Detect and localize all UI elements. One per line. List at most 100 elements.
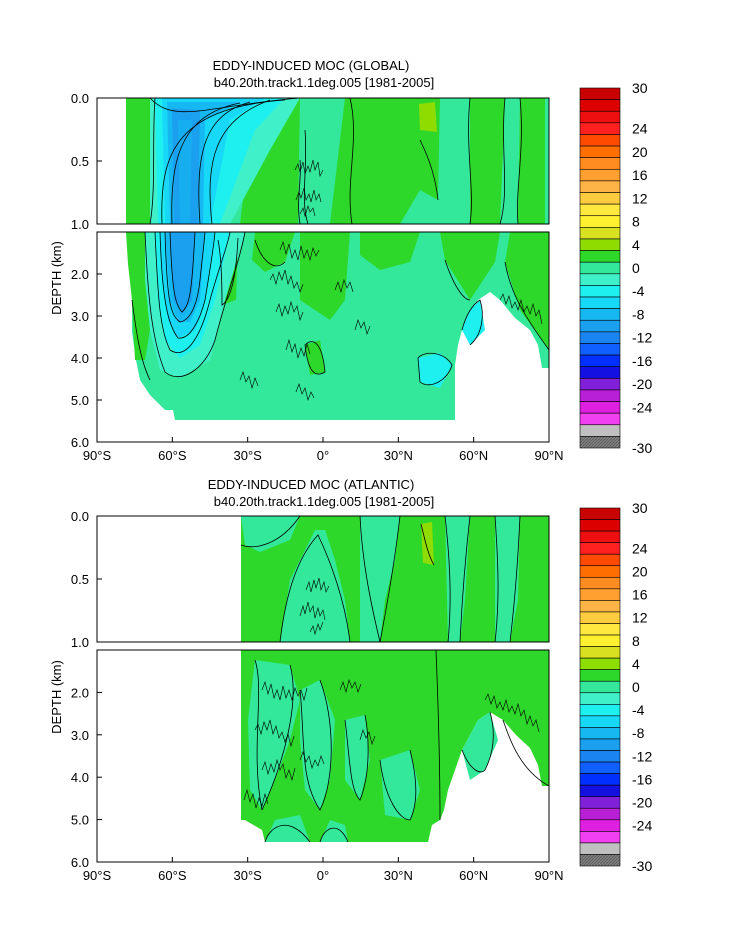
colorbar-swatch	[579, 296, 621, 309]
global-axes: 90°S 60°S 30°S 0° 30°N 60°N 90°N 0.0 0.5 1.0 2.0 3.…	[49, 91, 564, 463]
colorbar-label: 0	[632, 679, 640, 695]
y-tick-label: 0.5	[71, 154, 89, 169]
global-colorbar: 30 24 20 16 12 8 4 0 -4 -8 -12 -16 -20 -24 -30	[579, 80, 652, 456]
colorbar-label: 30	[632, 80, 648, 96]
colorbar-label: 0	[632, 260, 640, 276]
y-tick-label: 0.0	[71, 91, 89, 106]
x-tick-label: 30°S	[233, 448, 262, 463]
colorbar-label: 20	[632, 144, 648, 160]
y-tick-label: 6.0	[71, 855, 89, 870]
colorbar-label: -20	[632, 794, 652, 810]
colorbar-swatch	[579, 110, 621, 124]
colorbar-swatch	[579, 378, 621, 391]
colorbar-swatch	[579, 215, 621, 228]
colorbar-swatch	[579, 354, 621, 368]
x-tick-label: 90°S	[83, 868, 112, 883]
colorbar-label: -24	[632, 399, 652, 415]
y-tick-label: 1.0	[71, 217, 89, 232]
y-axis-label: DEPTH (km)	[49, 241, 64, 315]
colorbar-swatch	[579, 157, 621, 170]
y-axis-label: DEPTH (km)	[49, 660, 64, 734]
colorbar-swatch	[579, 750, 621, 763]
colorbar-swatch	[579, 611, 621, 624]
colorbar-swatch	[579, 819, 621, 832]
x-tick-label: 30°N	[384, 448, 413, 463]
y-tick-label: 1.0	[71, 635, 89, 650]
colorbar-swatch	[579, 507, 621, 520]
y-tick-label: 5.0	[71, 393, 89, 408]
colorbar-swatch	[579, 261, 621, 275]
colorbar-swatch	[579, 600, 621, 613]
atlantic-panel: EDDY-INDUCED MOC (ATLANTIC) b40.20th.tra…	[49, 477, 564, 883]
colorbar-label: 12	[632, 190, 648, 206]
colorbar-label: 12	[632, 610, 648, 626]
colorbar-swatch	[579, 285, 621, 298]
colorbar-label: 16	[632, 587, 648, 603]
colorbar-swatch	[579, 366, 621, 379]
colorbar-label: -24	[632, 818, 652, 834]
y-tick-label: 2.0	[71, 267, 89, 282]
colorbar-swatch	[579, 519, 621, 532]
colorbar-swatch	[579, 238, 621, 251]
colorbar-swatch	[579, 401, 621, 414]
colorbar-swatch	[579, 192, 621, 205]
colorbar-label: -8	[632, 725, 645, 741]
colorbar-swatch	[579, 842, 621, 855]
colorbar-swatch	[579, 203, 621, 217]
colorbar-swatch	[579, 412, 621, 426]
global-lower-plot	[96, 231, 550, 443]
colorbar-swatch	[579, 389, 621, 402]
atlantic-title: EDDY-INDUCED MOC (ATLANTIC)	[208, 477, 415, 492]
colorbar-swatch	[579, 576, 621, 590]
colorbar-swatch	[579, 134, 621, 147]
global-upper-plot	[96, 97, 550, 225]
colorbar-label: -16	[632, 353, 652, 369]
colorbar-swatch	[579, 99, 621, 112]
colorbar-swatch	[579, 831, 621, 844]
atlantic-upper-plot	[96, 515, 550, 643]
x-tick-label: 60°S	[158, 868, 187, 883]
colorbar-swatch	[579, 565, 621, 578]
colorbar-swatch	[579, 180, 621, 193]
atlantic-axes: 90°S 60°S 30°S 0° 30°N 60°N 90°N 0.0 0.5 1.0 2.0 3.…	[49, 509, 564, 883]
colorbar-swatch	[579, 761, 621, 774]
colorbar-swatch	[579, 87, 621, 100]
colorbar-swatch	[579, 343, 621, 356]
y-tick-label: 0.0	[71, 509, 89, 524]
colorbar-swatch	[579, 588, 621, 601]
colorbar-label: -12	[632, 748, 652, 764]
colorbar-swatch	[579, 646, 621, 659]
global-panel: EDDY-INDUCED MOC (GLOBAL) b40.20th.track…	[49, 58, 564, 463]
x-tick-label: 0°	[317, 448, 329, 463]
colorbar-swatch	[579, 542, 621, 555]
colorbar-swatch	[579, 796, 621, 809]
x-tick-label: 90°N	[534, 448, 563, 463]
colorbar-swatch	[579, 680, 621, 694]
colorbar-label: 8	[632, 633, 640, 649]
colorbar-label: -20	[632, 376, 652, 392]
colorbar-label: 24	[632, 540, 648, 556]
colorbar-swatch	[579, 145, 621, 158]
colorbar-swatch	[579, 250, 621, 263]
colorbar-swatch	[579, 168, 621, 182]
x-tick-label: 90°S	[83, 448, 112, 463]
colorbar-label: 4	[632, 237, 640, 253]
x-tick-label: 0°	[317, 868, 329, 883]
x-tick-label: 90°N	[534, 868, 563, 883]
colorbar-swatch	[579, 308, 621, 321]
x-tick-label: 60°N	[459, 448, 488, 463]
colorbar-swatch	[579, 727, 621, 740]
colorbar-swatch	[579, 784, 621, 798]
colorbar-swatch	[579, 692, 621, 705]
y-tick-label: 4.0	[71, 770, 89, 785]
colorbar-label: -30	[632, 440, 652, 456]
colorbar-label: 8	[632, 214, 640, 230]
y-tick-label: 0.5	[71, 572, 89, 587]
colorbar-swatch	[579, 738, 621, 751]
y-tick-label: 4.0	[71, 351, 89, 366]
x-tick-label: 30°S	[233, 868, 262, 883]
x-tick-label: 60°N	[459, 868, 488, 883]
colorbar-swatch	[579, 273, 621, 286]
colorbar-swatch	[579, 657, 621, 670]
